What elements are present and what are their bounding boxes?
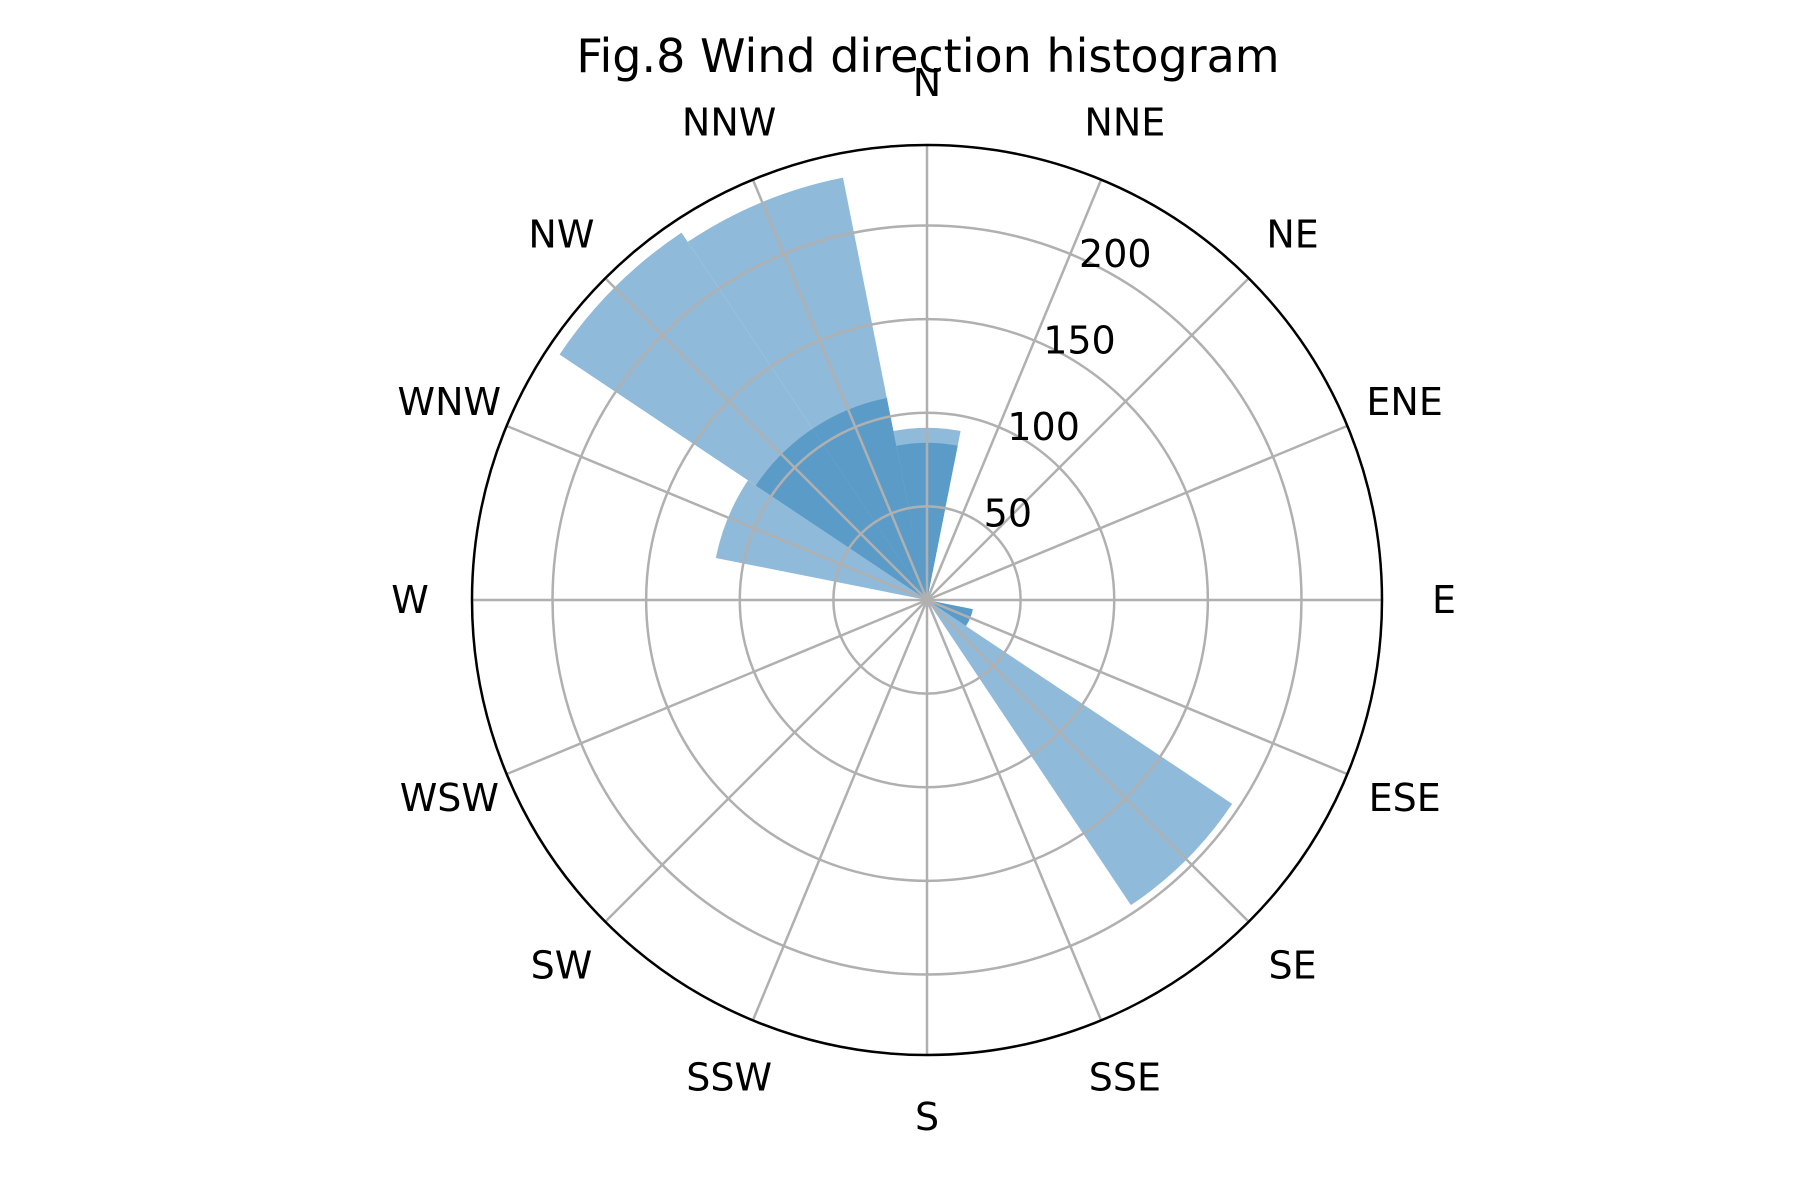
direction-label-e: E bbox=[1432, 578, 1456, 622]
grid-spoke-se bbox=[926, 599, 1250, 923]
grid-spoke-sse bbox=[925, 599, 1103, 1021]
direction-label-sw: SW bbox=[531, 944, 593, 988]
grid-spoke-ssw bbox=[751, 599, 929, 1021]
radial-tick-label-150: 150 bbox=[1043, 319, 1116, 363]
radial-tick-label-100: 100 bbox=[1007, 405, 1080, 449]
grid-spoke-ne bbox=[926, 277, 1250, 601]
labels-layer: N NNE NE ENE E ESE SE SSE S SSW SW WSW W WNW NW NNW 50 10… bbox=[391, 61, 1456, 1139]
direction-label-wsw: WSW bbox=[400, 776, 499, 820]
direction-label-s: S bbox=[915, 1095, 939, 1139]
grid-spoke-wsw bbox=[506, 598, 928, 776]
direction-label-n: N bbox=[913, 61, 941, 105]
chart-title: Fig.8 Wind direction histogram bbox=[576, 29, 1279, 83]
grid-spoke-nnw bbox=[751, 179, 929, 601]
grid-spoke-nne bbox=[925, 179, 1103, 601]
wind-bar-nnw-series-3 bbox=[812, 397, 927, 600]
direction-label-nnw: NNW bbox=[682, 100, 776, 144]
direction-label-ese: ESE bbox=[1369, 776, 1441, 820]
direction-label-sse: SSE bbox=[1089, 1056, 1161, 1100]
outer-ring bbox=[470, 143, 1384, 1057]
grid-layer bbox=[470, 143, 1384, 1057]
radial-tick-label-50: 50 bbox=[984, 492, 1032, 536]
direction-label-ne: NE bbox=[1266, 212, 1318, 256]
direction-label-w: W bbox=[391, 578, 429, 622]
direction-label-se: SE bbox=[1268, 944, 1316, 988]
direction-label-ssw: SSW bbox=[686, 1056, 772, 1100]
grid-spoke-nw bbox=[604, 277, 928, 601]
direction-label-nne: NNE bbox=[1084, 100, 1165, 144]
grid-spoke-ene bbox=[926, 424, 1348, 602]
wind-bar-ese-series-2 bbox=[927, 600, 973, 627]
wind-bar-wnw-series-1 bbox=[715, 480, 927, 600]
grid-spoke-sw bbox=[604, 599, 928, 923]
grid-spoke-wnw bbox=[506, 424, 928, 602]
direction-label-nw: NW bbox=[528, 212, 594, 256]
direction-label-wnw: WNW bbox=[398, 380, 502, 424]
grid-spoke-ese bbox=[926, 598, 1348, 776]
direction-label-ene: ENE bbox=[1366, 380, 1442, 424]
radial-tick-label-200: 200 bbox=[1079, 232, 1152, 276]
